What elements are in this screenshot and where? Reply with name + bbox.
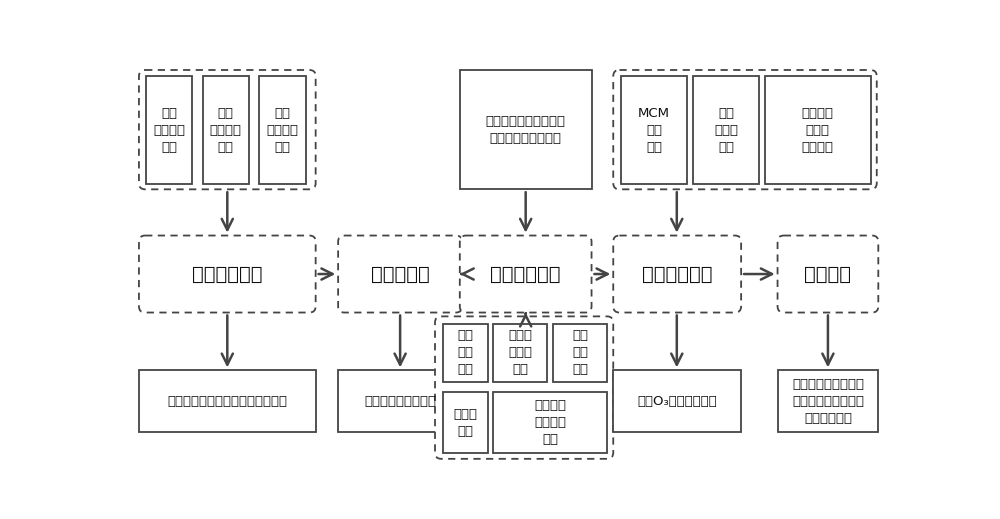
Text: 输出模块: 输出模块	[804, 265, 851, 283]
FancyBboxPatch shape	[613, 236, 741, 312]
Text: 设置输出特定污染物
的浓度和特定化学反
应过程的速率: 设置输出特定污染物 的浓度和特定化学反 应过程的速率	[792, 378, 864, 425]
Text: 太阳
辐射
模块: 太阳 辐射 模块	[457, 330, 473, 376]
FancyBboxPatch shape	[460, 236, 592, 312]
Bar	[621, 76, 687, 184]
FancyBboxPatch shape	[435, 317, 613, 459]
Bar	[338, 370, 462, 432]
Bar	[202, 76, 249, 184]
Text: 排放输入模块: 排放输入模块	[192, 265, 263, 283]
FancyBboxPatch shape	[338, 236, 462, 312]
Text: 筛选、读入、检查、传递排放数据: 筛选、读入、检查、传递排放数据	[167, 394, 287, 407]
Bar	[765, 76, 871, 184]
Text: 与残留层
气体交换
模块: 与残留层 气体交换 模块	[534, 399, 566, 446]
Text: 气团
传输
模块: 气团 传输 模块	[572, 330, 588, 376]
Text: 传递
排放数据
模块: 传递 排放数据 模块	[266, 106, 298, 154]
Text: 干沉降
模块: 干沉降 模块	[453, 407, 477, 438]
FancyBboxPatch shape	[139, 70, 316, 189]
Bar	[146, 76, 192, 184]
Text: 筛选
排放数据
模块: 筛选 排放数据 模块	[153, 106, 185, 154]
Bar	[613, 370, 741, 432]
Text: 设置污染物初始浓度: 设置污染物初始浓度	[364, 394, 436, 407]
Bar	[443, 392, 488, 454]
Text: 大气化学模块: 大气化学模块	[642, 265, 712, 283]
Text: 读入
排放数据
模块: 读入 排放数据 模块	[210, 106, 242, 154]
FancyBboxPatch shape	[139, 236, 316, 312]
Bar	[460, 70, 592, 189]
Text: MCM
化学
模块: MCM 化学 模块	[638, 106, 670, 154]
Bar	[259, 76, 306, 184]
Bar	[493, 392, 607, 454]
Text: 加入大气传输、光解、
气体交换等物理过程: 加入大气传输、光解、 气体交换等物理过程	[486, 115, 566, 145]
Text: 大气物理模块: 大气物理模块	[490, 265, 561, 283]
Text: 大气
氯化学
模块: 大气 氯化学 模块	[714, 106, 738, 154]
FancyBboxPatch shape	[613, 70, 877, 189]
Text: 加入O₃化学生成过程: 加入O₃化学生成过程	[637, 394, 717, 407]
Text: 初始化模块: 初始化模块	[371, 265, 430, 283]
Bar	[778, 370, 878, 432]
FancyBboxPatch shape	[778, 236, 878, 312]
Bar	[553, 324, 607, 382]
Text: 边界层
日变化
模块: 边界层 日变化 模块	[508, 330, 532, 376]
Bar	[139, 370, 316, 432]
Bar	[443, 324, 488, 382]
Bar	[493, 324, 547, 382]
Text: 氮氧化物
非均相
化学模块: 氮氧化物 非均相 化学模块	[802, 106, 834, 154]
Bar	[693, 76, 759, 184]
